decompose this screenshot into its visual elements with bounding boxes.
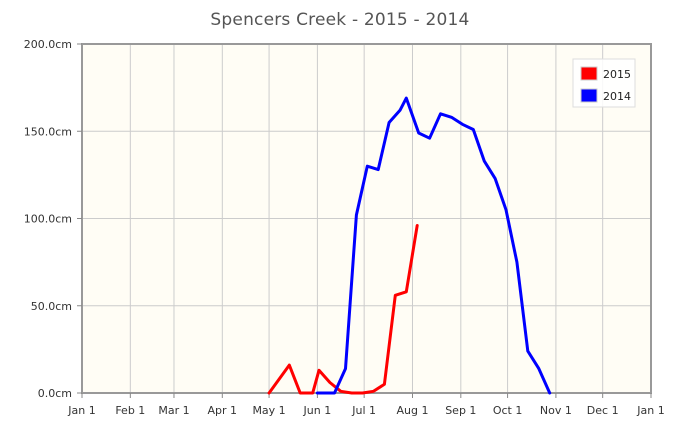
y-axis: 0.0cm 50.0cm 100.0cm 150.0cm 200.0cm (24, 38, 82, 400)
x-tick-label: Jul 1 (351, 404, 376, 417)
y-tick-label: 100.0cm (24, 213, 72, 226)
x-tick-label: May 1 (252, 404, 285, 417)
legend-label-2015: 2015 (603, 68, 631, 81)
x-tick-label: Sep 1 (445, 404, 476, 417)
x-tick-label: Nov 1 (540, 404, 572, 417)
x-tick-label: Apr 1 (208, 404, 238, 417)
y-tick-label: 0.0cm (38, 387, 72, 400)
x-axis: Jan 1 Feb 1 Mar 1 Apr 1 May 1 Jun 1 Jul 1 Aug 1… (67, 393, 665, 417)
x-tick-label: Jan 1 (67, 404, 95, 417)
horizontal-gridlines (82, 130, 651, 307)
legend-label-2014: 2014 (603, 90, 631, 103)
x-tick-label: Jan 1 (636, 404, 664, 417)
y-tick-label: 200.0cm (24, 38, 72, 51)
y-tick-label: 150.0cm (24, 125, 72, 138)
x-tick-label: Jun 1 (303, 404, 332, 417)
legend-swatch-2014 (580, 88, 598, 103)
x-tick-label: Oct 1 (493, 404, 523, 417)
legend-swatch-2015 (580, 66, 598, 81)
legend: 2015 2014 (572, 58, 636, 108)
series-line-2014 (315, 96, 552, 395)
x-tick-label: Mar 1 (158, 404, 189, 417)
chart-title: Spencers Creek - 2015 - 2014 (210, 10, 470, 30)
series-layer (267, 96, 552, 395)
x-tick-label: Aug 1 (396, 404, 428, 417)
y-tick-label: 50.0cm (31, 300, 72, 313)
series-line-2015 (267, 224, 419, 395)
x-tick-label: Dec 1 (587, 404, 619, 417)
x-tick-label: Feb 1 (115, 404, 145, 417)
